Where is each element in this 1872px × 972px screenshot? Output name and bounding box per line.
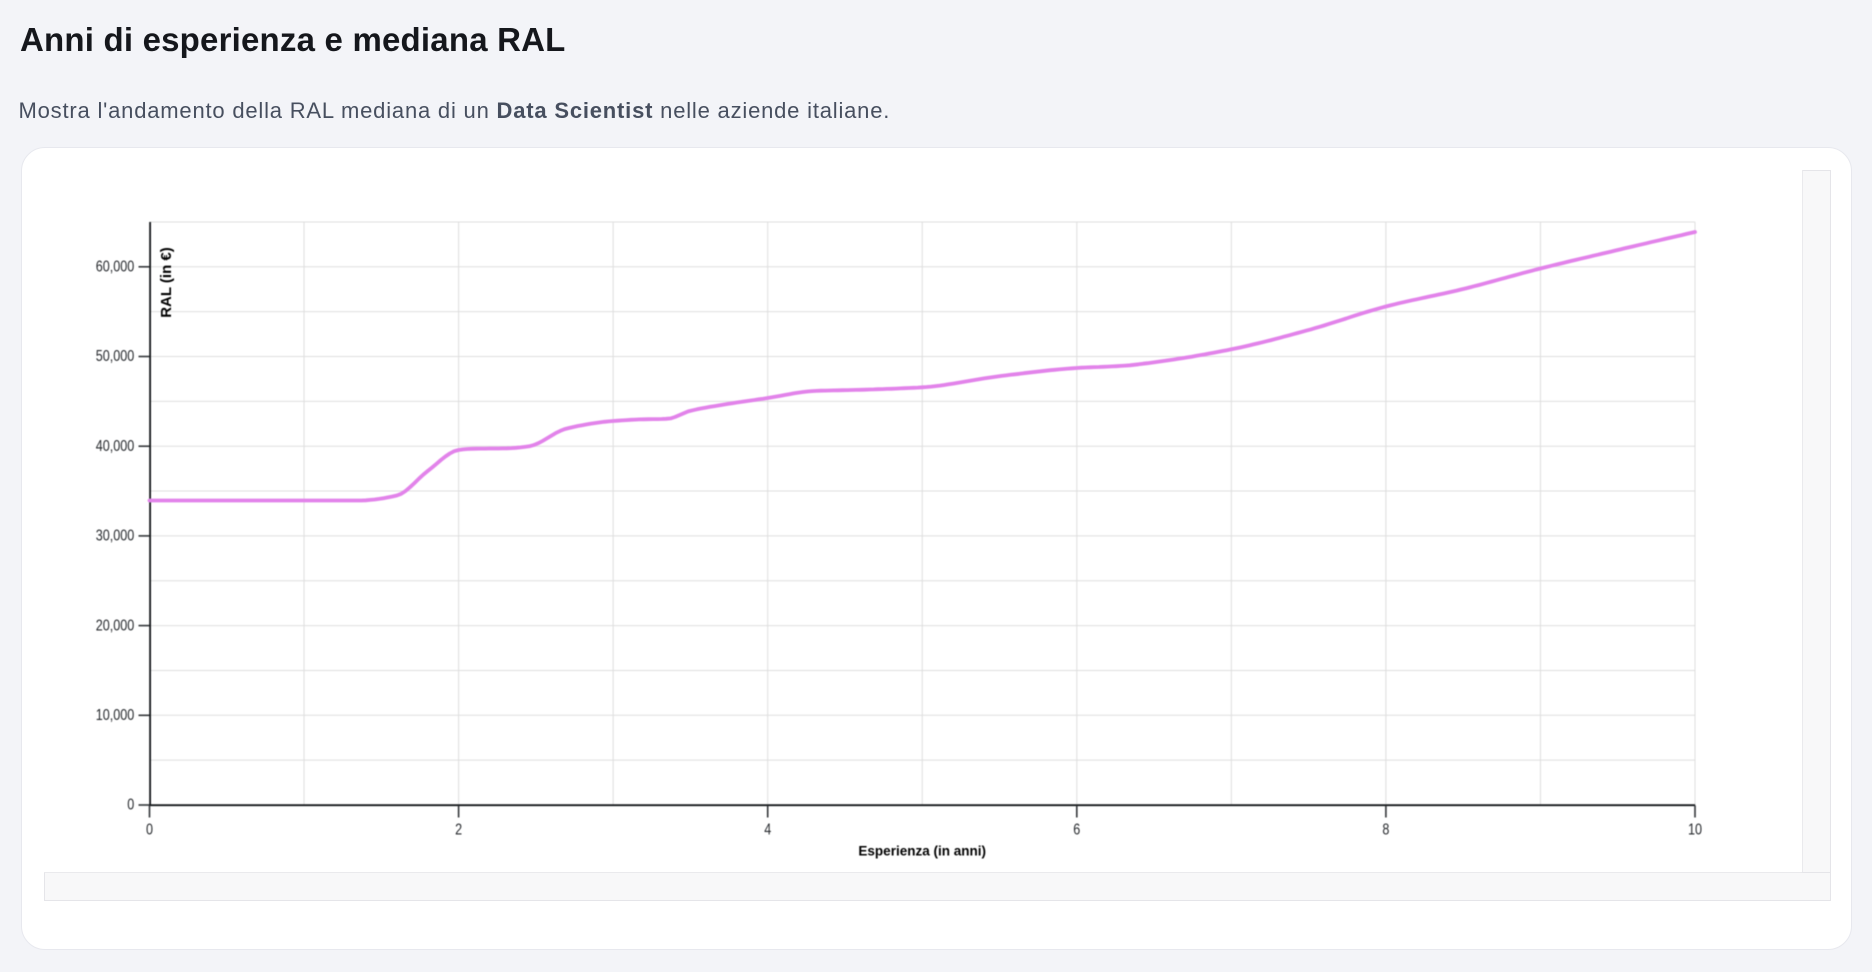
svg-text:20,000: 20,000 xyxy=(95,617,134,634)
svg-text:10: 10 xyxy=(1687,822,1701,839)
svg-text:60,000: 60,000 xyxy=(95,259,134,276)
svg-text:0: 0 xyxy=(127,797,134,814)
svg-text:0: 0 xyxy=(146,822,153,839)
svg-text:50,000: 50,000 xyxy=(95,348,134,365)
svg-text:RAL (in €): RAL (in €) xyxy=(157,247,174,318)
svg-text:10,000: 10,000 xyxy=(95,707,134,724)
svg-text:4: 4 xyxy=(764,822,771,839)
svg-text:Esperienza (in anni): Esperienza (in anni) xyxy=(858,844,986,859)
svg-text:6: 6 xyxy=(1073,822,1080,839)
svg-text:40,000: 40,000 xyxy=(95,438,134,455)
svg-text:8: 8 xyxy=(1382,822,1389,839)
svg-text:30,000: 30,000 xyxy=(95,528,134,545)
svg-text:2: 2 xyxy=(455,822,462,839)
